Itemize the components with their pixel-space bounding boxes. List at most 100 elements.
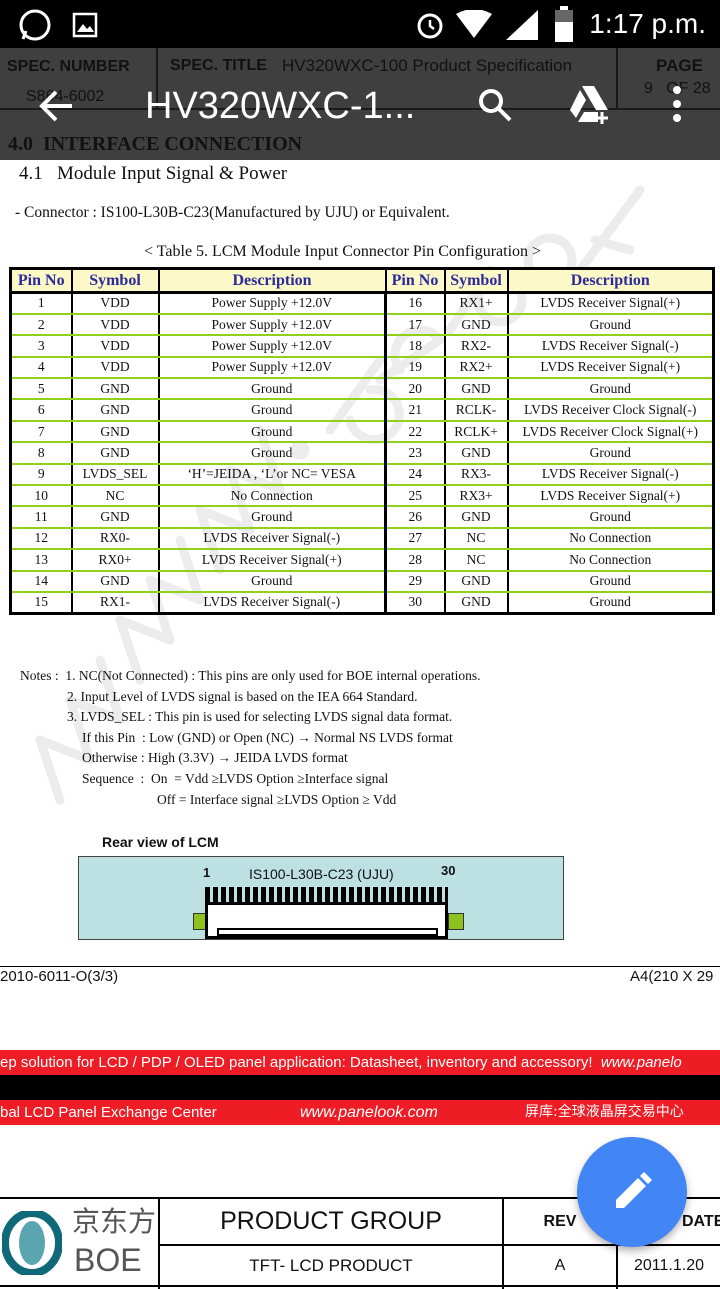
connector-label: IS100-L30B-C23 (UJU) [249,866,394,882]
table-row: 5 GND Ground 20 GND Ground [9,378,715,401]
pin-last-label: 30 [441,863,456,878]
table-cell: 9 [9,463,73,487]
footer-right: A4(210 X 29 [630,968,714,985]
table-cell: RCLK- [443,399,509,422]
table-cell: RX3+ [443,485,509,508]
table-row: 7 GND Ground 22 RCLK+ LVDS Receiver Clock Sig… [9,420,715,444]
table-cell: 7 [9,420,73,444]
table-cell: 29 [384,570,446,593]
table-cell: 15 [9,591,73,615]
connector-slot [217,928,438,936]
table-cell: 1 [9,292,73,315]
note-line: 3. LVDS_SEL : This pin is used for selec… [67,709,453,725]
table-cell: 17 [384,313,446,337]
note-line: Notes : 1. NC(Not Connected) : This pins… [20,668,481,683]
app-bar: HV320WXC-1... [0,48,720,160]
table-cell: No Connection [157,485,387,508]
table-cell: Ground [157,442,387,465]
table-cell: 18 [384,335,446,358]
table-cell: GND [443,313,509,337]
alarm-icon [417,13,443,39]
table-cell: Ground [157,420,387,444]
table-cell: GND [443,570,509,593]
table-cell: RCLK+ [443,420,509,444]
table-cell: LVDS Receiver Clock Signal(-) [506,399,715,422]
note-line: Off = Interface signal ≥LVDS Option ≥ Vd… [157,791,397,807]
table-cell: RX2- [443,335,509,358]
rear-view-title: Rear view of LCM [102,834,219,850]
search-icon[interactable] [476,86,516,126]
table-row: 2 VDD Power Supply +12.0V 17 GND Ground [9,313,715,337]
table-cell: Ground [506,442,715,465]
table-cell: Ground [506,591,715,615]
spec-title: HV320WXC-100 Product Specification [282,56,573,75]
table-cell: LVDS Receiver Signal(-) [157,591,387,615]
table-row: 14 GND Ground 29 GND Ground [9,570,715,593]
table-cell: 21 [384,399,446,422]
table-cell: GND [443,591,509,615]
table-cell: GND [70,378,160,401]
column-header: Symbol [443,268,509,294]
column-header: Pin No [9,268,73,294]
section-title: 4.0 INTERFACE CONNECTION [8,133,303,155]
table-cell: GND [70,506,160,529]
table-cell: 20 [384,378,446,401]
note-line: Sequence : On = Vdd ≥LVDS Option ≥Interf… [82,771,389,786]
table-cell: LVDS Receiver Signal(+) [157,549,387,572]
table-row: 15 RX1- LVDS Receiver Signal(-) 30 GND Ground [9,591,715,615]
table-row: 6 GND Ground 21 RCLK- LVDS Receiver Clock Sig… [9,399,715,422]
rev-value: A [554,1257,566,1274]
table-cell: VDD [70,335,160,358]
table-cell: Ground [157,506,387,529]
table-cell: RX2+ [443,356,509,380]
table-cell: GND [70,442,160,465]
banner-bottom-text: bal LCD Panel Exchange Center [0,1104,217,1121]
battery-icon [555,6,573,42]
table-cell: LVDS Receiver Clock Signal(+) [506,420,715,444]
banner-top-url[interactable]: www.panelo [600,1054,682,1071]
table-cell: NC [443,527,509,551]
table-cell: Power Supply +12.0V [157,356,387,380]
clock: 1:17 p.m. [589,8,706,39]
table-cell: 13 [9,549,73,572]
banner-bottom[interactable]: bal LCD Panel Exchange Center www.panelo… [0,1100,720,1125]
banner-divider [0,1075,720,1100]
table-cell: 30 [384,591,446,615]
wifi-icon [456,10,492,38]
connector-pins [205,887,448,903]
table-cell: 19 [384,356,446,380]
subsection-title: 4.1 Module Input Signal & Power [19,163,288,184]
signal-icon [506,10,538,40]
table-cell: RX1- [70,591,160,615]
table-cell: RX0+ [70,549,160,572]
table-row: 8 GND Ground 23 GND Ground [9,442,715,465]
table-cell: VDD [70,356,160,380]
pin-table: Pin No Symbol Description Pin No Symbol Descr… [9,267,715,615]
table-cell: Power Supply +12.0V [157,313,387,337]
table-cell: 4 [9,356,73,380]
back-arrow-icon[interactable] [38,88,74,124]
date-label: DATE [682,1212,720,1230]
table-cell: Ground [506,570,715,593]
table-cell: RX3- [443,463,509,487]
banner-bottom-url[interactable]: www.panelook.com [300,1104,438,1121]
table-cell: GND [443,442,509,465]
table-cell: LVDS Receiver Signal(-) [506,335,715,358]
more-vert-icon[interactable] [670,84,684,124]
table-cell: 8 [9,442,73,465]
table-cell: 23 [384,442,446,465]
table-cell: LVDS Receiver Signal(-) [157,527,387,551]
table-cell: Ground [506,313,715,337]
drive-add-icon[interactable] [568,86,614,126]
edit-fab[interactable] [577,1137,687,1247]
footer-left: 2010-6011-O(3/3) [0,968,119,985]
table-cell: 3 [9,335,73,358]
table-cell: VDD [70,313,160,337]
table-cell: RX0- [70,527,160,551]
spec-title-label: SPEC. TITLE [170,57,267,74]
banner-top[interactable]: ep solution for LCD / PDP / OLED panel a… [0,1050,720,1075]
table-cell: 16 [384,292,446,315]
table-cell: 6 [9,399,73,422]
banner-top-text: ep solution for LCD / PDP / OLED panel a… [0,1054,593,1071]
whatsapp-icon [19,9,51,41]
